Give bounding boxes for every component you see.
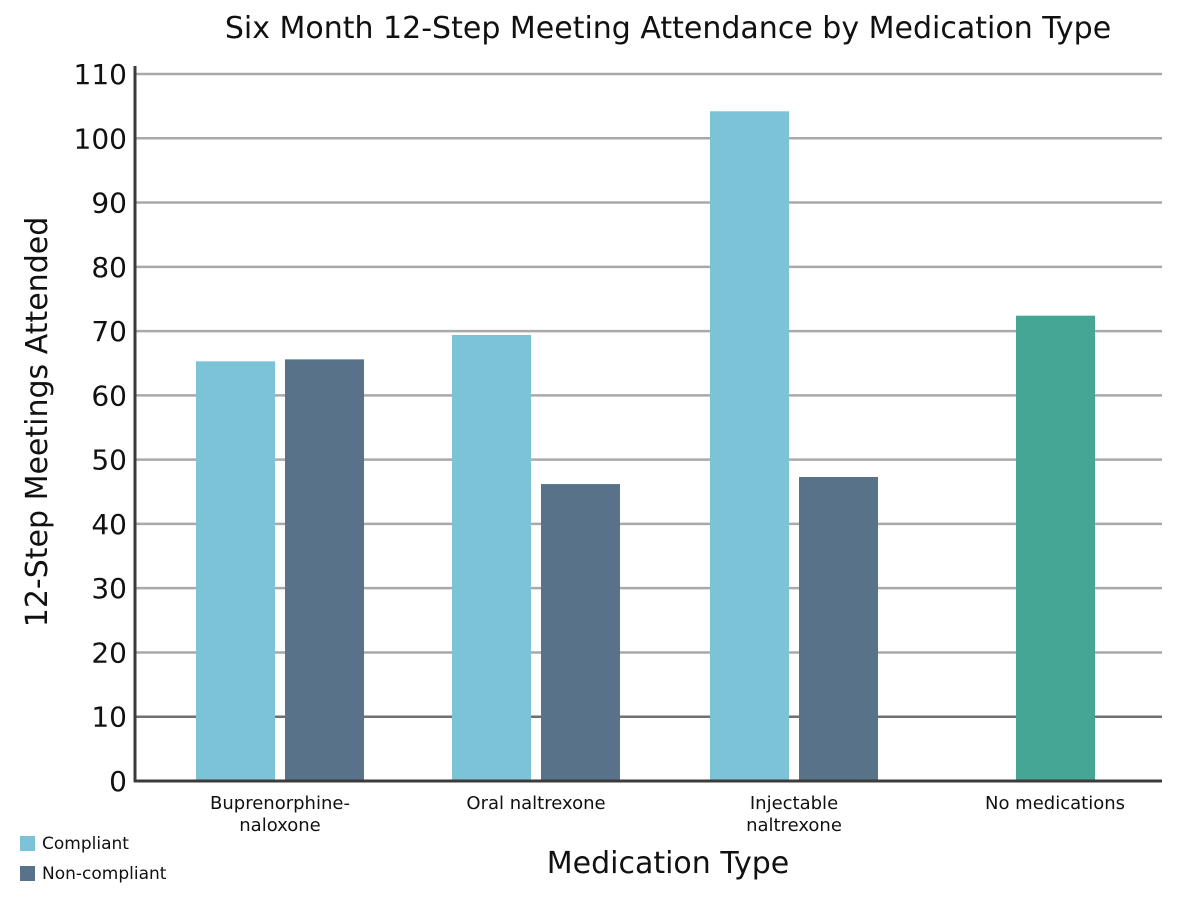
x-category-label: No medications bbox=[985, 793, 1125, 814]
axes bbox=[133, 66, 1162, 783]
bars bbox=[196, 111, 1095, 781]
x-category-label: Injectable bbox=[750, 793, 838, 814]
legend-swatch bbox=[20, 866, 35, 881]
y-tick-labels: 0 10 20 30 40 50 60 70 80 90 100 110 bbox=[74, 58, 127, 798]
y-axis-title: 12-Step Meetings Attended bbox=[20, 217, 55, 628]
x-category-label: naloxone bbox=[239, 815, 321, 836]
y-tick-label: 110 bbox=[74, 58, 127, 91]
bar bbox=[799, 476, 878, 781]
y-tick-label: 40 bbox=[91, 508, 127, 541]
legend-label: Compliant bbox=[42, 834, 129, 854]
bar bbox=[1016, 315, 1095, 781]
y-tick-label: 30 bbox=[91, 572, 127, 605]
x-axis-title: Medication Type bbox=[547, 846, 790, 881]
legend-swatch bbox=[20, 836, 35, 851]
y-tick-label: 60 bbox=[91, 379, 127, 412]
y-tick-label: 90 bbox=[91, 187, 127, 220]
x-category-label: Oral naltrexone bbox=[466, 793, 605, 814]
y-tick-label: 10 bbox=[91, 701, 127, 734]
y-tick-label: 70 bbox=[91, 315, 127, 348]
x-category-label: Buprenorphine- bbox=[210, 793, 350, 814]
chart-title: Six Month 12-Step Meeting Attendance by … bbox=[225, 11, 1111, 46]
x-category-labels: Buprenorphine-naloxone Oral naltrexone Inj… bbox=[210, 793, 1125, 836]
bar bbox=[541, 484, 620, 781]
legend: Compliant Non-compliant bbox=[20, 834, 167, 884]
x-category-label: naltrexone bbox=[746, 815, 842, 836]
bar bbox=[196, 361, 275, 781]
y-tick-label: 20 bbox=[91, 636, 127, 669]
y-tick-label: 0 bbox=[109, 765, 127, 798]
bar bbox=[710, 111, 789, 781]
legend-label: Non-compliant bbox=[42, 864, 167, 884]
y-tick-label: 80 bbox=[91, 251, 127, 284]
bar bbox=[452, 334, 531, 781]
bar bbox=[285, 359, 364, 781]
y-tick-label: 50 bbox=[91, 444, 127, 477]
y-tick-label: 100 bbox=[74, 122, 127, 155]
